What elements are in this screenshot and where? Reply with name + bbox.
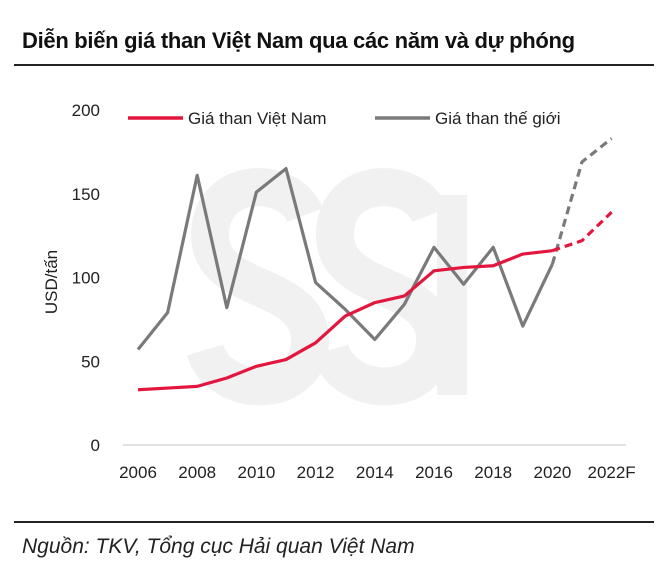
x-tick-label: 2006 xyxy=(119,463,157,482)
y-tick-label: 50 xyxy=(81,352,100,371)
legend-label: Giá than thế giới xyxy=(435,109,561,128)
y-tick-label: 100 xyxy=(72,269,100,288)
x-tick-label: 2020 xyxy=(533,463,571,482)
series-line xyxy=(137,249,553,392)
x-tick-label: 2012 xyxy=(297,463,335,482)
series-forecast-line xyxy=(551,211,613,253)
series-forecast-line xyxy=(550,137,613,265)
series-line xyxy=(136,167,554,351)
watermark-logo-s2 xyxy=(311,168,455,406)
y-tick-label: 200 xyxy=(72,101,100,120)
x-tick-label: 2022F xyxy=(587,463,635,482)
legend-label: Giá than Việt Nam xyxy=(188,109,327,128)
x-tick-label: 2010 xyxy=(237,463,275,482)
source-note: Nguồn: TKV, Tổng cục Hải quan Việt Nam xyxy=(22,535,415,558)
y-tick-label: 150 xyxy=(72,185,100,204)
x-tick-label: 2014 xyxy=(356,463,394,482)
title-divider xyxy=(14,64,654,66)
x-tick-label: 2018 xyxy=(474,463,512,482)
source-divider xyxy=(14,521,654,523)
watermark-logo-s1 xyxy=(186,168,330,406)
watermark-logo-i xyxy=(437,195,467,395)
y-axis-label: USD/tấn xyxy=(42,250,61,314)
x-tick-label: 2008 xyxy=(178,463,216,482)
x-tick-label: 2016 xyxy=(415,463,453,482)
chart-title: Diễn biến giá than Việt Nam qua các năm … xyxy=(22,28,575,53)
y-tick-label: 0 xyxy=(91,436,100,455)
